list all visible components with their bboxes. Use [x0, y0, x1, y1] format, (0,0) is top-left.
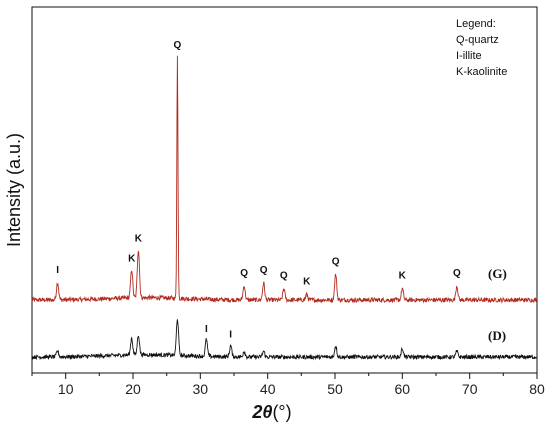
series-label-g: (G) — [488, 266, 507, 281]
legend: Legend: Q-quartz I-illite K-kaolinite — [456, 18, 507, 78]
x-tick-label-10: 10 — [58, 381, 74, 397]
x-tick-label-20: 20 — [125, 381, 141, 397]
plot-frame — [31, 6, 538, 374]
x-tick-label-30: 30 — [193, 381, 209, 397]
legend-title: Legend: — [456, 18, 496, 30]
peak-label-0-6: Q — [280, 271, 288, 282]
peak-label-0-4: Q — [240, 268, 248, 279]
x-axis-ticks — [31, 373, 538, 379]
peak-label-0-8: Q — [332, 256, 340, 267]
peak-label-0-10: Q — [453, 268, 461, 279]
x-tick-label-40: 40 — [260, 381, 276, 397]
legend-entry-illite: I-illite — [456, 50, 482, 62]
series-line-d — [31, 319, 537, 361]
peak-label-0-9: K — [399, 271, 407, 282]
y-axis-title: Intensity (a.u.) — [4, 133, 24, 247]
x-axis-title: 2θ(°) — [251, 402, 291, 422]
x-tick-label-50: 50 — [327, 381, 343, 397]
x-tick-label-70: 70 — [462, 381, 478, 397]
peak-label-0-2: K — [135, 234, 143, 245]
x-axis-title-unit: (°) — [272, 402, 291, 422]
legend-entry-kaolinite: K-kaolinite — [456, 66, 507, 78]
series-label-d: (D) — [488, 328, 506, 343]
x-axis-tick-labels: 10 20 30 40 50 60 70 80 — [58, 381, 545, 397]
x-tick-label-60: 60 — [395, 381, 411, 397]
peak-label-0-1: K — [128, 254, 136, 265]
peak-label-0-7: K — [303, 276, 311, 287]
x-axis-title-main: 2θ — [251, 402, 272, 422]
legend-entry-quartz: Q-quartz — [456, 34, 499, 46]
peak-label-0-3: Q — [174, 40, 182, 51]
peak-label-0-0: I — [56, 265, 59, 276]
peak-label-1-4: I — [205, 324, 208, 335]
series-line-g — [31, 55, 538, 304]
peak-label-1-5: I — [229, 330, 232, 341]
x-tick-label-80: 80 — [529, 381, 545, 397]
peak-label-0-5: Q — [260, 265, 268, 276]
